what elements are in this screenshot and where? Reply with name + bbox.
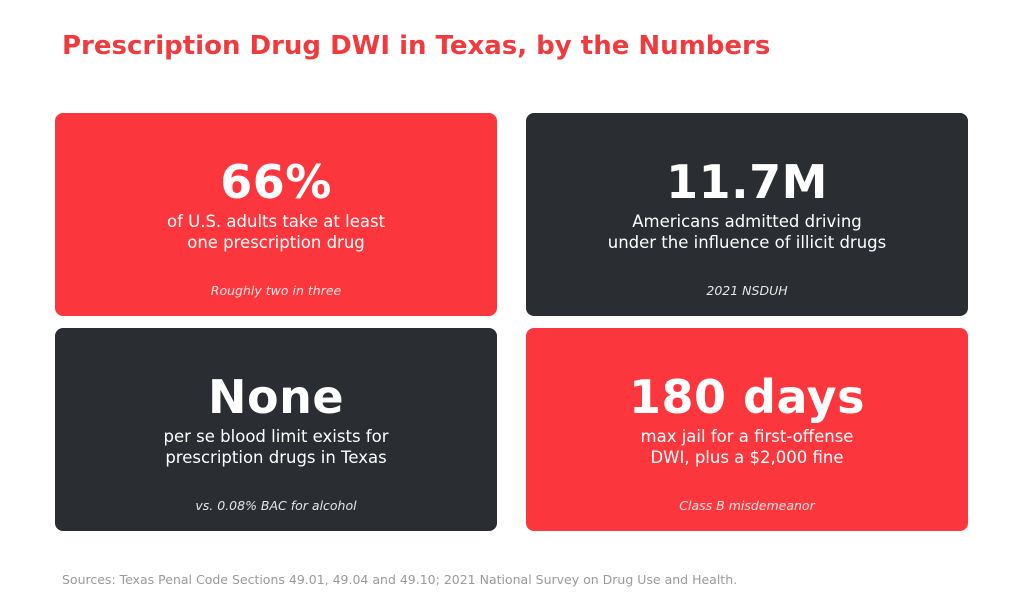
page-title: Prescription Drug DWI in Texas, by the N…: [62, 31, 771, 61]
stat-note: 2021 NSDUH: [706, 283, 788, 298]
stat-note: vs. 0.08% BAC for alcohol: [195, 498, 357, 513]
stat-note: Roughly two in three: [210, 283, 342, 298]
stat-value: 11.7M: [666, 155, 828, 209]
stat-value: 180 days: [629, 370, 865, 424]
stat-value: 66%: [220, 155, 332, 209]
stat-note: Class B misdemeanor: [679, 498, 815, 513]
stat-card-blood-limit: None per se blood limit exists for presc…: [55, 328, 497, 531]
stat-description: max jail for a first-offense DWI, plus a…: [640, 427, 854, 467]
stat-value: None: [207, 370, 345, 424]
stat-description: per se blood limit exists for prescripti…: [163, 427, 389, 467]
stat-card-adults-prescription: 66% of U.S. adults take at least one pre…: [55, 113, 497, 316]
stat-card-max-jail: 180 days max jail for a first-offense DW…: [526, 328, 968, 531]
stat-description: Americans admitted driving under the inf…: [607, 212, 887, 252]
stat-card-americans-driving: 11.7M Americans admitted driving under t…: [526, 113, 968, 316]
stat-description: of U.S. adults take at least one prescri…: [166, 212, 386, 252]
sources-footnote: Sources: Texas Penal Code Sections 49.01…: [62, 572, 738, 587]
